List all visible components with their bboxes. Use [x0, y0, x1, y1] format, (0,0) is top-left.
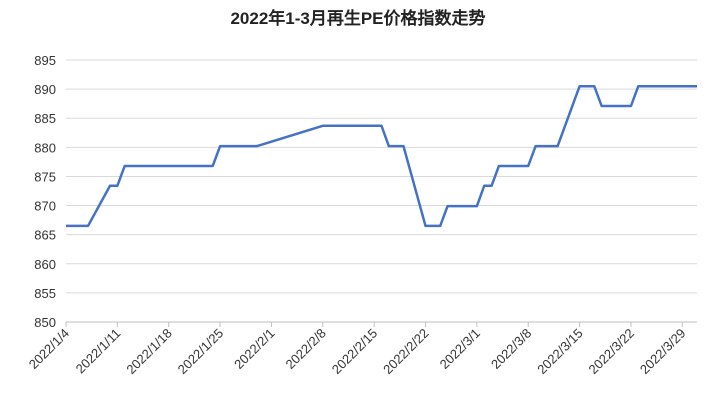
x-tick-label: 2022/1/11 [73, 326, 124, 377]
x-tick-label: 2022/3/1 [437, 326, 483, 372]
x-tick-label: 2022/3/29 [637, 326, 689, 378]
y-tick-label: 885 [34, 111, 56, 126]
y-tick-label: 880 [34, 140, 56, 155]
y-tick-label: 890 [34, 82, 56, 97]
x-tick-label: 2022/1/25 [175, 326, 227, 378]
line-series [66, 84, 697, 228]
x-tick-label: 2022/2/22 [380, 326, 432, 378]
y-tick-label: 850 [34, 315, 56, 330]
y-tick-label: 860 [34, 257, 56, 272]
x-tick-label: 2022/1/18 [123, 326, 175, 378]
y-tick-label: 875 [34, 169, 56, 184]
y-tick-label: 855 [34, 286, 56, 301]
x-tick-label: 2022/3/15 [534, 326, 586, 378]
x-tick-label: 2022/2/8 [283, 326, 329, 372]
x-tick-label: 2022/1/4 [26, 326, 72, 372]
x-tick-label: 2022/2/1 [231, 326, 277, 372]
chart-title: 2022年1-3月再生PE价格指数走势 [230, 8, 485, 28]
x-tick-label: 2022/3/8 [488, 326, 534, 372]
y-tick-label: 870 [34, 199, 56, 214]
y-tick-label: 865 [34, 228, 56, 243]
x-tick-label: 2022/3/22 [586, 326, 638, 378]
x-tick-label: 2022/2/15 [329, 326, 381, 378]
y-tick-label: 895 [34, 53, 56, 68]
